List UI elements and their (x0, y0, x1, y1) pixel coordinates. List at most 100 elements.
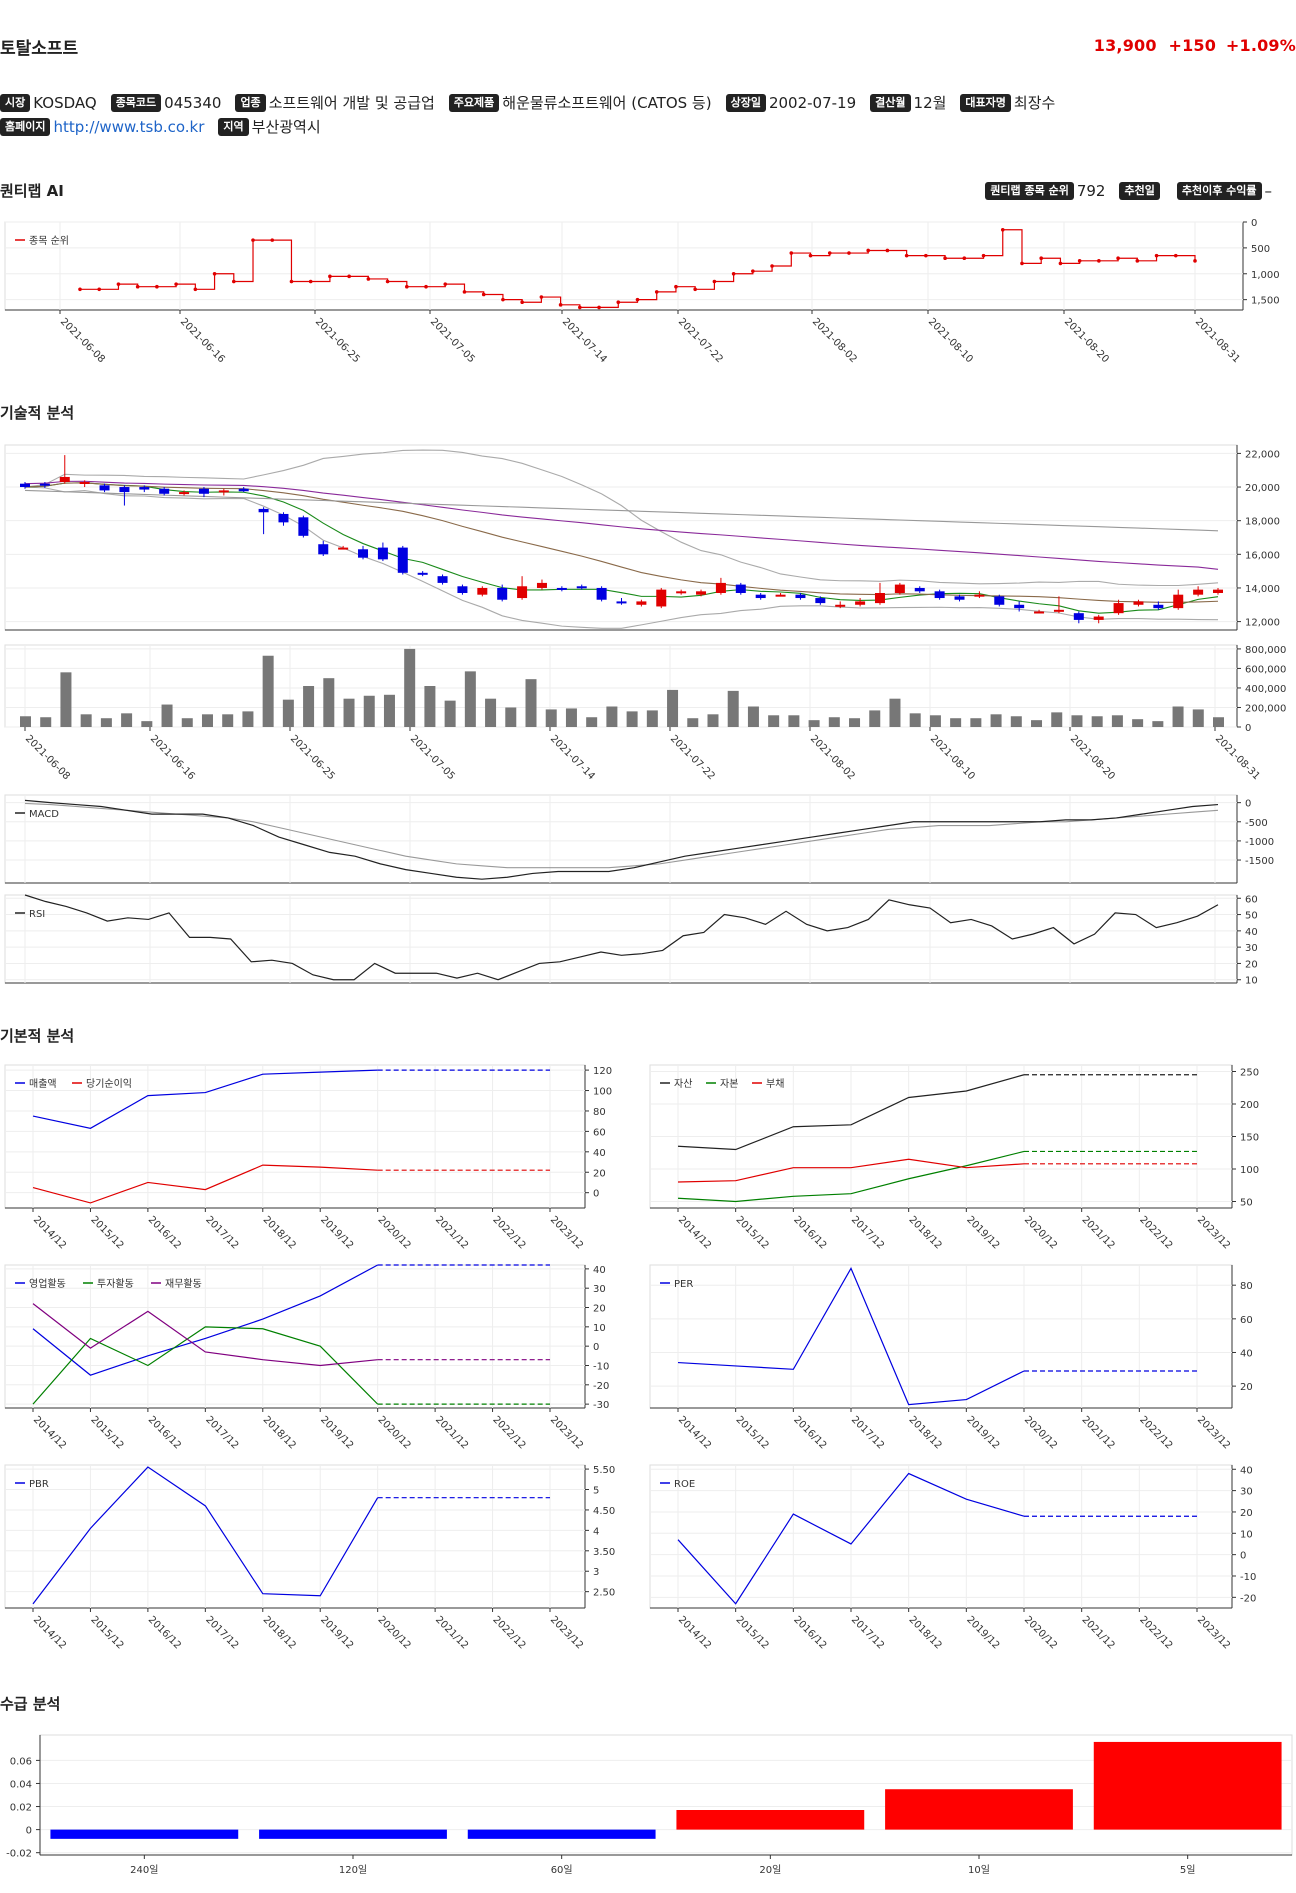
candle-body (676, 591, 687, 594)
price-chart: 22,000 20,000 18,000 16,000 14,000 12,000 (4, 444, 1280, 631)
legend-label: PBR (29, 1479, 49, 1490)
y-tick-label: 4.50 (593, 1506, 615, 1517)
x-tick-label: 2017/12 (203, 1414, 240, 1451)
candle-body (318, 544, 329, 555)
x-tick-label: 2019/12 (964, 1414, 1001, 1451)
rank-point (308, 279, 313, 284)
volume-bar (768, 715, 780, 727)
rank-point (808, 253, 813, 258)
rank-chart: 0 500 1,000 1,500 2021-06-08 2021-06-16 2021-0… (4, 218, 1280, 365)
x-tick-label: 2021/12 (1080, 1614, 1117, 1651)
rank-point (751, 269, 755, 273)
candle-body (397, 547, 408, 573)
candle-body (298, 517, 309, 536)
x-tick-label: 2021-07-05 (428, 316, 477, 365)
volume-bar (1111, 715, 1123, 727)
x-tick-label: 2021-06-08 (58, 316, 107, 365)
info-product: 해운물류소프트웨어 (CATOS 등) (502, 94, 712, 112)
candle-body (417, 572, 428, 575)
candle-body (218, 490, 229, 493)
rank-point (135, 284, 140, 289)
y-tick-label: 0 (1245, 723, 1251, 734)
x-tick-label: 2015/12 (734, 1414, 771, 1451)
candle-body (755, 594, 766, 599)
rank-point (481, 292, 486, 297)
rank-point (1154, 253, 1159, 258)
candle-body (159, 488, 170, 494)
rank-point (347, 274, 351, 279)
rank-point (1058, 261, 1063, 266)
rank-point (443, 282, 448, 286)
y-tick-label: 30 (1245, 943, 1258, 954)
volume-bar (1172, 706, 1184, 727)
y-tick-label: 40 (593, 1148, 606, 1159)
pbr-chart: 5.50 5 4.50 4 3.50 3 2.50 2014/12 2015/12 2016/12… (4, 1464, 615, 1651)
info-code: 045340 (164, 93, 222, 112)
rank-point (212, 271, 217, 276)
x-tick-label: 2014/12 (676, 1214, 713, 1251)
info-label-product: 주요제품 (448, 93, 500, 112)
rank-point (78, 287, 82, 292)
section-title-technical: 기술적 분석 (0, 404, 75, 422)
x-tick-label: 2016/12 (146, 1214, 183, 1251)
y-tick-label: 20 (1240, 1382, 1253, 1393)
volume-bar (565, 708, 577, 727)
x-tick-label: 2016/12 (791, 1214, 828, 1251)
x-tick-label: 2020/12 (1022, 1614, 1059, 1651)
y-tick-label: -1500 (1245, 856, 1274, 867)
candle-body (696, 591, 707, 595)
x-tick-label: 2021-07-22 (668, 733, 717, 782)
y-tick-label: 16,000 (1245, 550, 1280, 561)
info-label-industry: 업종 (235, 93, 266, 112)
candle-body (99, 485, 110, 491)
rank-point (193, 287, 198, 292)
candle-body (1073, 613, 1084, 620)
y-tick-label: 1,500 (1251, 296, 1280, 307)
x-tick-label: 2023/12 (1195, 1214, 1232, 1251)
price-change: +150 (1168, 36, 1217, 55)
x-tick-label: 2021-08-31 (1193, 316, 1242, 365)
y-tick-label: 50 (1245, 911, 1258, 922)
volume-bar (1051, 712, 1063, 727)
volume-bar (950, 718, 962, 727)
assets-series-line (677, 1074, 1025, 1151)
candle-body (715, 582, 726, 593)
x-tick-label: 2015/12 (88, 1414, 125, 1451)
rank-point (962, 256, 967, 261)
y-tick-label: -20 (593, 1381, 609, 1392)
volume-bar (828, 717, 840, 727)
y-tick-label: 100 (1240, 1165, 1259, 1176)
volume-bar (1213, 717, 1224, 727)
volume-bar (80, 714, 92, 727)
candle-body (497, 587, 508, 600)
volume-bar (1152, 721, 1164, 727)
candle-body (39, 483, 50, 486)
flow-category-label: 20일 (759, 1864, 781, 1876)
assets-series-line (677, 1150, 1025, 1203)
y-tick-label: 60 (593, 1127, 606, 1138)
legend-label: RSI (29, 909, 45, 920)
volume-bar (363, 695, 375, 727)
y-tick-label: 40 (593, 1265, 606, 1276)
cashflow-chart: 40 30 20 10 0 -10 -20 -30 2014/12 2015/12 2016/12 2… (4, 1264, 609, 1451)
legend-label: 자본 (720, 1078, 738, 1090)
stock-price: 13,900 +150 +1.09% (1094, 36, 1296, 55)
x-tick-label: 2021/12 (433, 1214, 470, 1251)
rank-point (97, 287, 102, 292)
flow-category-label: 5일 (1180, 1864, 1196, 1876)
homepage-link[interactable]: http://www.tsb.co.kr (53, 117, 205, 136)
x-tick-label: 2014/12 (31, 1414, 68, 1451)
volume-bar (1010, 716, 1022, 727)
volume-bar (849, 718, 861, 727)
flow-bar (50, 1829, 239, 1839)
x-tick-label: 2016/12 (791, 1414, 828, 1451)
rank-point (174, 282, 178, 286)
volume-bar (282, 699, 294, 727)
candle-body (1034, 611, 1045, 614)
y-tick-label: 0 (1240, 1551, 1246, 1562)
macd-chart: 0 -500 -1000 -1500 MACD (4, 794, 1274, 884)
y-tick-label: -10 (593, 1361, 609, 1372)
x-tick-label: 2018/12 (261, 1214, 298, 1251)
y-tick-label: 40 (1240, 1348, 1253, 1359)
y-tick-label: 5.50 (593, 1465, 615, 1476)
